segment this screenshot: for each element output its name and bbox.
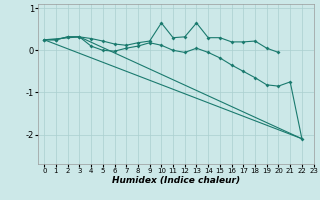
X-axis label: Humidex (Indice chaleur): Humidex (Indice chaleur) (112, 176, 240, 185)
